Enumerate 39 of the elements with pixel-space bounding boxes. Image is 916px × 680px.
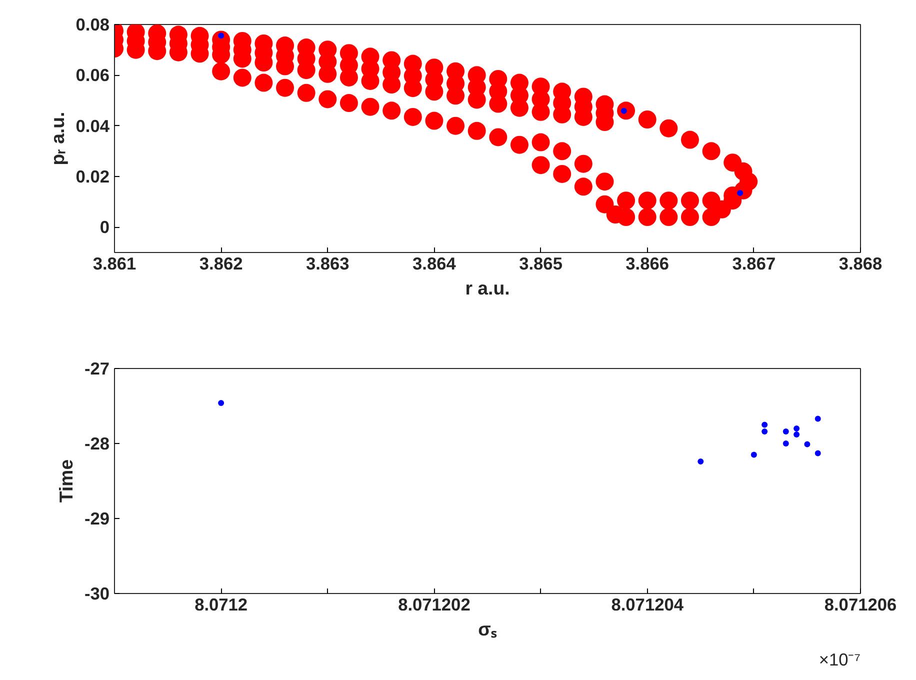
y-tick-label: -27 <box>84 358 110 378</box>
y-tick-label: 0.06 <box>76 65 110 86</box>
y-tick-label: 0.04 <box>76 116 110 136</box>
x-tick-label: 3.863 <box>306 254 350 274</box>
x-tick-label: 3.862 <box>199 254 243 274</box>
y-axis-title: Time <box>55 459 76 503</box>
point <box>737 190 744 196</box>
x-axis-title: r a.u. <box>465 278 510 298</box>
point <box>762 422 768 428</box>
point <box>804 441 810 448</box>
x-tick-label: 3.861 <box>92 254 137 274</box>
x-tick-label: 3.868 <box>838 254 883 274</box>
point <box>794 426 800 432</box>
point <box>782 428 789 434</box>
y-tick-label: 0 <box>100 217 110 238</box>
point <box>218 400 224 406</box>
x-tick-label: 8.0712 <box>194 594 248 614</box>
x-tick-label: 3.867 <box>732 254 776 274</box>
x-tick-label: 3.864 <box>412 254 456 274</box>
x-tick-label: 8.071202 <box>398 594 470 614</box>
x-tick-label: 3.866 <box>626 254 670 274</box>
point <box>762 428 768 434</box>
x-tick-label: 8.071204 <box>611 594 684 614</box>
point <box>782 440 789 446</box>
y-axis-title: pᵣ a.u. <box>46 112 68 166</box>
y-tick-label: -28 <box>84 434 110 454</box>
point <box>814 450 821 456</box>
y-tick-label: -30 <box>84 584 110 604</box>
point <box>698 458 704 464</box>
y-tick-label: 0.02 <box>76 166 110 186</box>
y-tick-label: -29 <box>84 508 110 528</box>
x-tick-label: 8.071206 <box>824 594 897 614</box>
point <box>750 452 757 458</box>
x-axis-title: σₛ <box>478 618 497 640</box>
point <box>794 432 800 438</box>
point <box>814 416 821 422</box>
x-tick-label: 3.865 <box>519 254 563 274</box>
text: ×10⁻⁷ <box>818 650 861 670</box>
y-tick-label: 0.08 <box>76 14 110 34</box>
